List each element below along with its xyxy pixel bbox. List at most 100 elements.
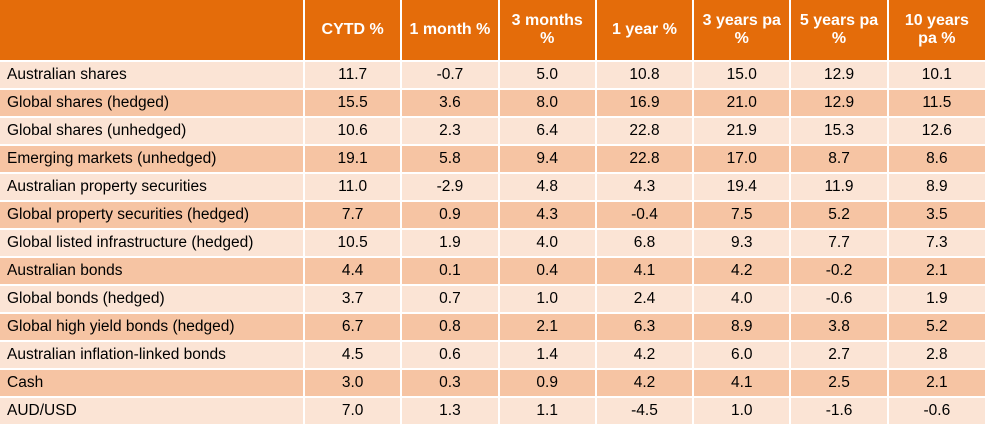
value-cell: 1.9 <box>400 228 499 257</box>
value-cell: 12.9 <box>789 60 888 89</box>
value-cell: 2.1 <box>497 312 596 341</box>
value-cell: 0.7 <box>400 284 499 313</box>
value-cell: 3.0 <box>302 368 402 397</box>
table-body: Australian shares 11.7 -0.7 5.0 10.8 15.0 12.9… <box>0 60 985 424</box>
table-row: Global shares (unhedged) 10.6 2.3 6.4 22.8 21… <box>0 116 985 145</box>
value-cell: 4.0 <box>692 284 791 313</box>
column-header: CYTD % <box>302 0 402 61</box>
value-cell: 8.9 <box>692 312 791 341</box>
row-label: Australian shares <box>0 60 304 89</box>
row-label: Cash <box>0 368 304 397</box>
value-cell: 2.1 <box>886 368 985 397</box>
value-cell: 2.3 <box>400 116 499 145</box>
value-cell: -0.6 <box>789 284 888 313</box>
value-cell: 4.2 <box>594 340 694 369</box>
value-cell: 8.6 <box>886 144 985 173</box>
value-cell: 1.3 <box>400 396 499 424</box>
value-cell: 10.1 <box>886 60 985 89</box>
value-cell: 2.7 <box>789 340 888 369</box>
value-cell: 5.2 <box>789 200 888 229</box>
row-label: Global listed infrastructure (hedged) <box>0 228 304 257</box>
value-cell: 11.7 <box>302 60 402 89</box>
value-cell: 2.1 <box>886 256 985 285</box>
table-row: Global high yield bonds (hedged) 6.7 0.8 2.… <box>0 312 985 341</box>
value-cell: 3.8 <box>789 312 888 341</box>
value-cell: 9.3 <box>692 228 791 257</box>
value-cell: 12.9 <box>789 88 888 117</box>
row-label: Global shares (unhedged) <box>0 116 304 145</box>
value-cell: -0.4 <box>594 200 694 229</box>
value-cell: 7.7 <box>302 200 402 229</box>
value-cell: 2.5 <box>789 368 888 397</box>
value-cell: 0.9 <box>400 200 499 229</box>
value-cell: 4.0 <box>497 228 596 257</box>
value-cell: 3.5 <box>886 200 985 229</box>
value-cell: 3.6 <box>400 88 499 117</box>
value-cell: 7.7 <box>789 228 888 257</box>
value-cell: 11.5 <box>886 88 985 117</box>
value-cell: 11.9 <box>789 172 888 201</box>
column-header: 3 months % <box>497 0 596 61</box>
value-cell: 6.8 <box>594 228 694 257</box>
column-header: 3 years pa % <box>692 0 791 61</box>
value-cell: 1.4 <box>497 340 596 369</box>
value-cell: 19.4 <box>692 172 791 201</box>
value-cell: 11.0 <box>302 172 402 201</box>
column-header: 5 years pa % <box>789 0 888 61</box>
header-row: CYTD % 1 month % 3 months % 1 year % 3 years… <box>0 0 985 61</box>
column-header: 1 month % <box>400 0 499 61</box>
table-row: Global bonds (hedged) 3.7 0.7 1.0 2.4 4.0 -0.6… <box>0 284 985 313</box>
value-cell: 6.0 <box>692 340 791 369</box>
value-cell: -2.9 <box>400 172 499 201</box>
table-row: Australian inflation-linked bonds 4.5 0.6 1… <box>0 340 985 369</box>
value-cell: 15.5 <box>302 88 402 117</box>
row-label: Global high yield bonds (hedged) <box>0 312 304 341</box>
value-cell: 0.3 <box>400 368 499 397</box>
value-cell: 10.6 <box>302 116 402 145</box>
value-cell: 8.7 <box>789 144 888 173</box>
row-label: Global bonds (hedged) <box>0 284 304 313</box>
row-label: AUD/USD <box>0 396 304 424</box>
value-cell: 4.1 <box>594 256 694 285</box>
value-cell: -1.6 <box>789 396 888 424</box>
row-label: Global shares (hedged) <box>0 88 304 117</box>
value-cell: 4.3 <box>497 200 596 229</box>
table-row: Australian bonds 4.4 0.1 0.4 4.1 4.2 -0.2 2.1 <box>0 256 985 285</box>
value-cell: 2.8 <box>886 340 985 369</box>
value-cell: 4.4 <box>302 256 402 285</box>
value-cell: 0.9 <box>497 368 596 397</box>
value-cell: 1.9 <box>886 284 985 313</box>
value-cell: 3.7 <box>302 284 402 313</box>
value-cell: 4.8 <box>497 172 596 201</box>
value-cell: 7.5 <box>692 200 791 229</box>
table-row: Emerging markets (unhedged) 19.1 5.8 9.4 22.… <box>0 144 985 173</box>
value-cell: 8.9 <box>886 172 985 201</box>
value-cell: -0.2 <box>789 256 888 285</box>
value-cell: 19.1 <box>302 144 402 173</box>
value-cell: -4.5 <box>594 396 694 424</box>
value-cell: 0.6 <box>400 340 499 369</box>
value-cell: 6.7 <box>302 312 402 341</box>
table-row: AUD/USD 7.0 1.3 1.1 -4.5 1.0 -1.6 -0.6 <box>0 396 985 424</box>
table-row: Global shares (hedged) 15.5 3.6 8.0 16.9 21.0… <box>0 88 985 117</box>
table-row: Cash 3.0 0.3 0.9 4.2 4.1 2.5 2.1 <box>0 368 985 397</box>
column-header: 10 years pa % <box>886 0 985 61</box>
row-label: Australian property securities <box>0 172 304 201</box>
row-label: Global property securities (hedged) <box>0 200 304 229</box>
value-cell: 15.0 <box>692 60 791 89</box>
value-cell: 4.3 <box>594 172 694 201</box>
row-label: Australian bonds <box>0 256 304 285</box>
value-cell: 5.0 <box>497 60 596 89</box>
value-cell: 1.0 <box>497 284 596 313</box>
value-cell: 0.4 <box>497 256 596 285</box>
value-cell: 1.0 <box>692 396 791 424</box>
value-cell: 16.9 <box>594 88 694 117</box>
row-label: Australian inflation-linked bonds <box>0 340 304 369</box>
value-cell: 21.0 <box>692 88 791 117</box>
value-cell: 12.6 <box>886 116 985 145</box>
value-cell: 0.8 <box>400 312 499 341</box>
value-cell: 8.0 <box>497 88 596 117</box>
value-cell: 6.3 <box>594 312 694 341</box>
